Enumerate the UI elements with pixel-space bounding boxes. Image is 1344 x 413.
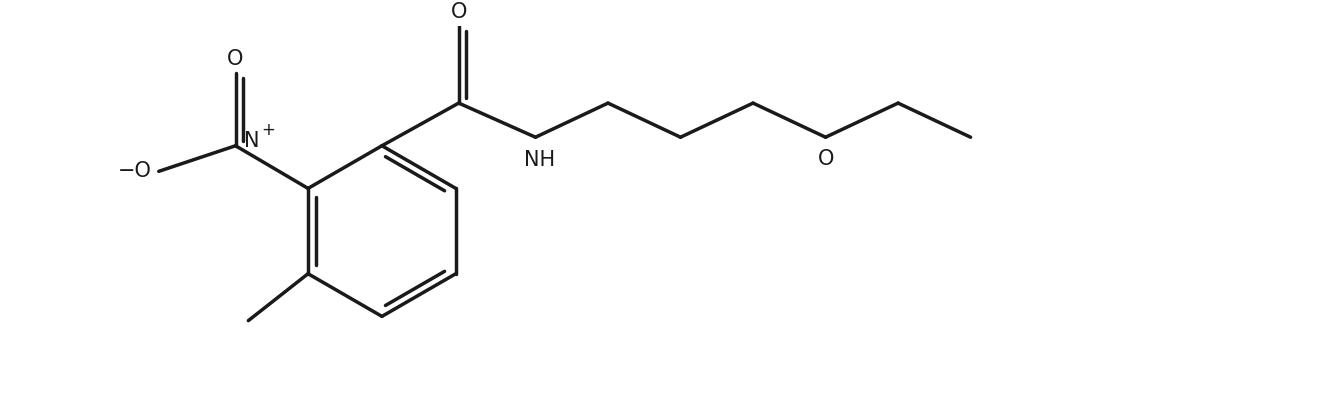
- Text: N: N: [245, 131, 259, 152]
- Text: +: +: [261, 121, 276, 140]
- Text: O: O: [817, 149, 833, 169]
- Text: O: O: [450, 2, 466, 22]
- Text: −O: −O: [118, 161, 152, 181]
- Text: NH: NH: [524, 150, 555, 170]
- Text: O: O: [227, 49, 243, 69]
